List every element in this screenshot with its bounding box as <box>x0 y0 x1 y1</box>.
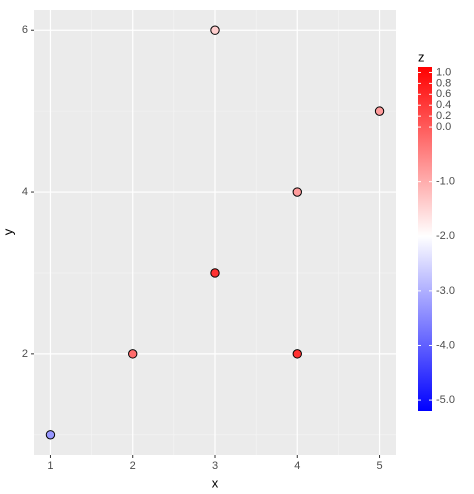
y-tick-label: 4 <box>22 186 28 198</box>
colorbar-tick-label: -1.0 <box>436 176 455 188</box>
x-axis-label: x <box>212 475 219 490</box>
colorbar-tick-label: 0.8 <box>436 77 451 89</box>
colorbar <box>418 67 432 411</box>
colorbar-tick-label: 0.4 <box>436 99 451 111</box>
colorbar-tick-label: -3.0 <box>436 285 455 297</box>
colorbar-tick-label: -5.0 <box>436 394 455 406</box>
y-tick-label: 2 <box>22 348 28 360</box>
x-tick-label: 1 <box>47 460 53 472</box>
y-axis-label: y <box>0 228 15 235</box>
x-tick-label: 2 <box>130 460 136 472</box>
x-tick-label: 4 <box>294 460 300 472</box>
point <box>374 106 385 116</box>
point <box>292 349 302 359</box>
colorbar-tick-label: -4.0 <box>436 339 455 351</box>
point <box>45 430 56 440</box>
x-tick-label: 5 <box>376 460 382 472</box>
point <box>292 187 302 197</box>
point <box>210 25 220 35</box>
legend-title: z <box>418 49 425 64</box>
point <box>128 349 138 359</box>
colorbar-tick-label: 1.0 <box>436 66 451 78</box>
colorbar-tick-label: 0.6 <box>436 88 451 100</box>
colorbar-tick-label: 0.0 <box>436 121 451 133</box>
y-tick-label: 6 <box>22 24 28 36</box>
colorbar-tick-label: 0.2 <box>436 110 451 122</box>
x-tick-label: 3 <box>212 460 218 472</box>
point <box>210 268 220 278</box>
colorbar-tick-label: -2.0 <box>436 230 455 242</box>
